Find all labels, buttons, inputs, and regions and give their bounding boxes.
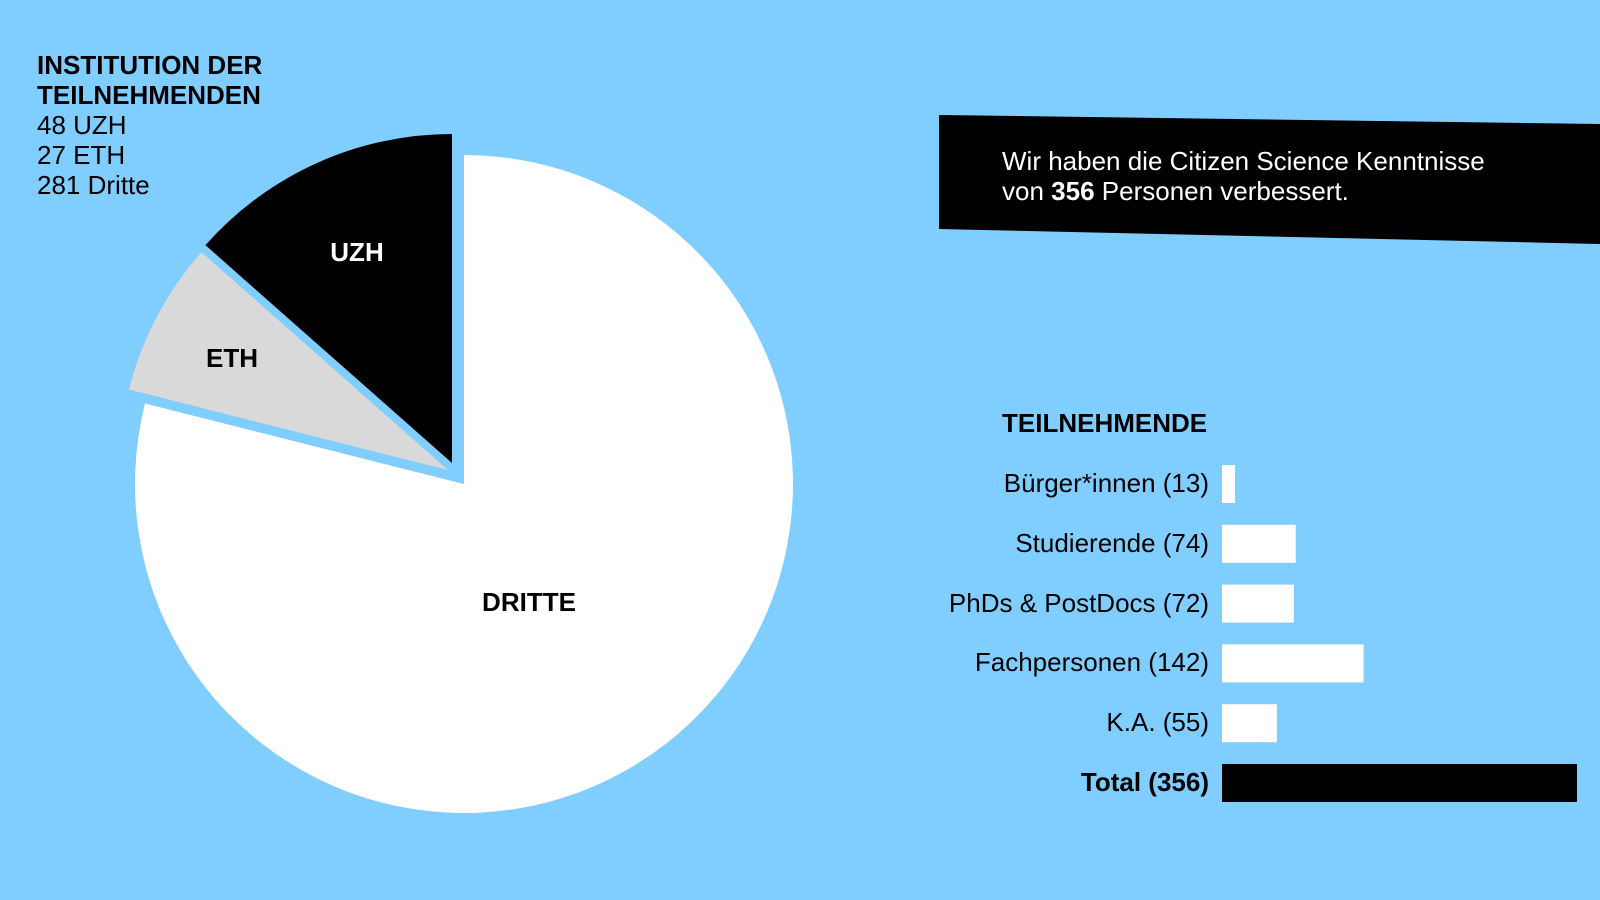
banner-prefix: von	[1002, 176, 1052, 206]
bar-chart	[1222, 465, 1577, 802]
pie-slice-eth	[128, 252, 448, 470]
legend-line-uzh: 48 UZH	[37, 110, 127, 140]
pie-legend: INSTITUTION DER TEILNEHMENDEN 48 UZH 27 …	[37, 50, 297, 200]
pie-slice-dritte	[135, 155, 793, 813]
banner-box	[939, 115, 1600, 244]
pie-slice-uzh	[205, 134, 452, 463]
pie-label-dritte: DRITTE	[482, 587, 576, 617]
bar-label: PhDs & PostDocs (72)	[948, 587, 1209, 618]
bar	[1222, 465, 1235, 503]
bar-label: Bürger*innen (13)	[1003, 468, 1209, 498]
banner-count: 356	[1051, 176, 1095, 206]
bar-label: Studierende (74)	[1015, 527, 1209, 558]
bar	[1222, 704, 1277, 743]
pie-label-uzh: UZH	[330, 237, 383, 267]
legend-line-dritte: 281 Dritte	[37, 170, 150, 200]
bar-label-total: Total (356)	[1080, 767, 1209, 797]
banner-line-1: Wir haben die Citizen Science Kenntnisse	[1002, 146, 1485, 176]
bar	[1222, 584, 1294, 623]
pie-chart: UZH ETH DRITTE	[128, 134, 793, 813]
bar	[1222, 524, 1296, 563]
banner-text: Wir haben die Citizen Science Kenntnisse…	[1002, 146, 1485, 206]
pie-label-eth: ETH	[206, 343, 258, 373]
legend-title: INSTITUTION DER TEILNEHMENDEN	[37, 50, 263, 110]
banner-suffix: Personen verbessert.	[1094, 176, 1349, 206]
bar	[1222, 644, 1364, 683]
bar-label: K.A. (55)	[1106, 707, 1209, 738]
banner-line-2: von 356 Personen verbessert.	[1002, 176, 1485, 206]
bar-chart-title: TEILNEHMENDE	[1002, 408, 1208, 438]
legend-line-eth: 27 ETH	[37, 140, 126, 170]
bar-label: Fachpersonen (142)	[974, 647, 1209, 678]
bar-total	[1222, 764, 1577, 802]
